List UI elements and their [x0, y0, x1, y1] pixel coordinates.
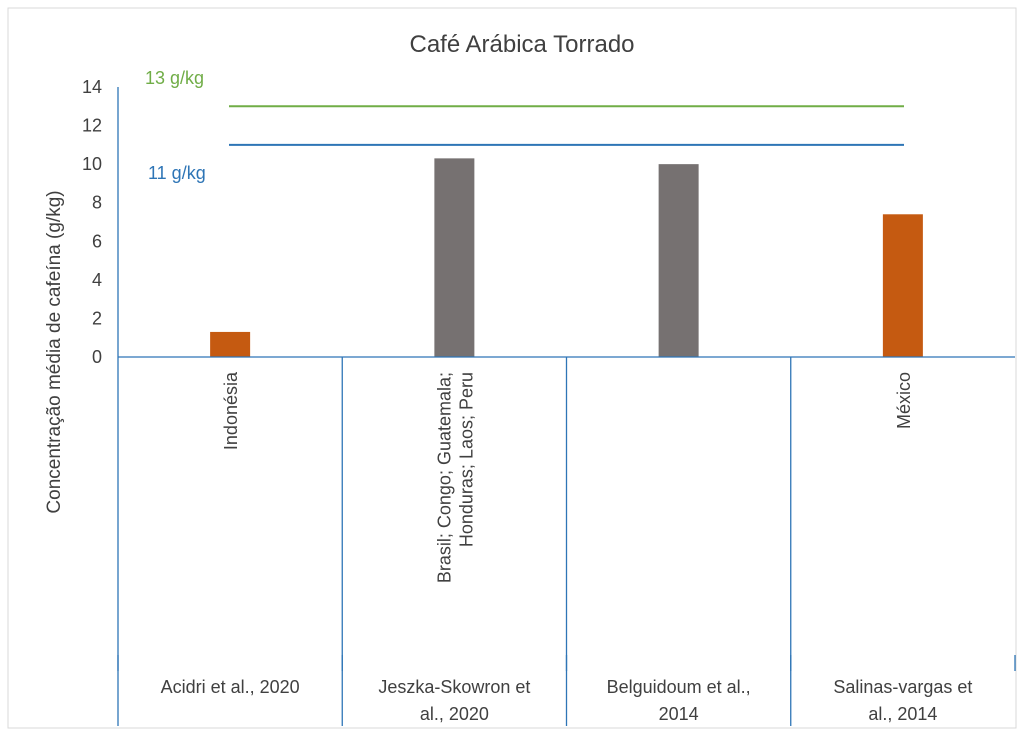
category-source-label: Acidri et al., 2020	[161, 677, 300, 697]
y-tick-label: 8	[92, 193, 102, 213]
bar	[658, 164, 699, 357]
category-source-label: al., 2020	[420, 704, 489, 724]
y-tick-label: 4	[92, 270, 102, 290]
category-origin-label: Indonésia	[221, 371, 241, 450]
bar	[434, 158, 475, 357]
y-tick-label: 12	[82, 116, 102, 136]
y-tick-label: 6	[92, 231, 102, 251]
chart-frame	[7, 7, 1017, 729]
chart-title: Café Arábica Torrado	[409, 31, 634, 58]
reference-lines: 13 g/kg 11 g/kg	[145, 68, 904, 183]
category-source-label: Jeszka-Skowron et	[378, 677, 530, 697]
axes	[117, 87, 1016, 726]
category-source-label: Belguidoum et al.,	[607, 677, 751, 697]
category-origin-label: Brasil; Congo; Guatemala;	[434, 372, 454, 583]
y-tick-label: 10	[82, 154, 102, 174]
reference-line-label: 13 g/kg	[145, 68, 204, 88]
category-source-label: 2014	[659, 704, 699, 724]
y-tick-label: 0	[92, 347, 102, 367]
x-axis-categories: Indonésia Acidri et al., 2020 Brasil; Cong…	[161, 371, 973, 724]
y-tick-label: 14	[82, 77, 102, 97]
category-origin-label: México	[894, 372, 914, 429]
y-axis-label: Concentração média de cafeína (g/kg)	[44, 190, 65, 513]
y-tick-label: 2	[92, 308, 102, 328]
bars	[210, 158, 923, 357]
bar	[882, 214, 923, 357]
category-source-label: al., 2014	[868, 704, 937, 724]
bar	[210, 331, 251, 357]
category-origin-label: Honduras; Laos; Peru	[456, 372, 476, 547]
y-axis-ticks: 0 2 4 6 8 10 12 14	[82, 77, 102, 367]
reference-line-label: 11 g/kg	[148, 163, 206, 183]
category-source-label: Salinas-vargas et	[833, 677, 972, 697]
